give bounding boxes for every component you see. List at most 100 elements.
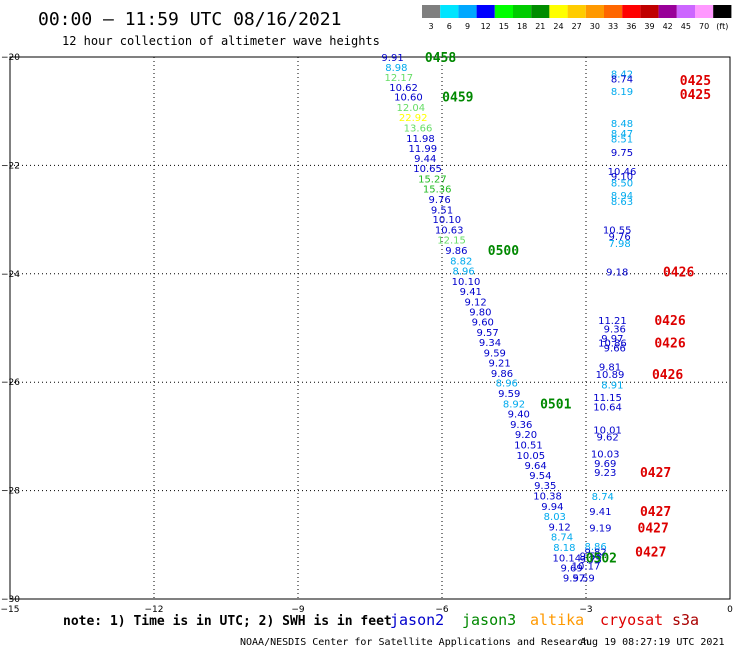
wave-height-label: 8.63 xyxy=(611,197,633,208)
time-label: 0501 xyxy=(540,397,571,412)
wave-height-label: 11.21 xyxy=(598,316,627,327)
wave-height-label: 9.18 xyxy=(606,268,628,279)
time-label: 0459 xyxy=(442,91,473,106)
axis-ticks: −15 −12 −9 −6 −3 0−20−22−24−26−28−30 xyxy=(1,53,734,615)
wave-height-label: 10.51 xyxy=(514,441,543,452)
colorbar-label: 30 xyxy=(590,22,600,31)
wave-height-label: 10.65 xyxy=(413,164,442,175)
colorbar-label: (ft) xyxy=(716,22,728,31)
wave-height-label: 10.10 xyxy=(452,277,481,288)
wave-height-label: 8.98 xyxy=(385,63,407,74)
wave-height-label: 8.50 xyxy=(611,179,633,190)
wave-height-label: 12.15 xyxy=(437,236,466,247)
colorbar-swatch xyxy=(676,5,695,18)
wave-height-label: 9.57 xyxy=(563,573,585,584)
wave-height-label: 10.01 xyxy=(593,425,622,436)
colorbar-label: 6 xyxy=(447,22,452,31)
wave-height-label: 9.76 xyxy=(428,195,450,206)
wave-height-label: 9.75 xyxy=(580,555,602,566)
wave-height-label: 9.64 xyxy=(524,461,546,472)
wave-height-label: 9.75 xyxy=(611,148,633,159)
colorbar-swatch xyxy=(476,5,495,18)
wave-height-label: 8.94 xyxy=(611,191,633,202)
wave-height-label: 8.74 xyxy=(592,492,614,503)
time-label: 0427 xyxy=(640,505,671,520)
wave-height-label: 8.42 xyxy=(611,69,633,80)
wave-height-label: 11.98 xyxy=(406,134,435,145)
colorbar-swatch xyxy=(622,5,641,18)
chart-title: 00:00 – 11:59 UTC 08/16/2021 xyxy=(38,9,341,30)
legend-cryosat: cryosat xyxy=(600,611,663,629)
wave-height-label: 9.91 xyxy=(381,53,403,64)
wave-height-label: 8.48 xyxy=(611,119,633,130)
time-label: 0502 xyxy=(586,551,617,566)
colorbar-label: 9 xyxy=(465,22,470,31)
wave-height-label: 9.54 xyxy=(529,471,551,482)
chart-subtitle: 12 hour collection of altimeter wave hei… xyxy=(62,34,380,48)
wave-height-label: 9.20 xyxy=(515,430,537,441)
wave-height-label: 11.15 xyxy=(593,393,622,404)
wave-height-label: 10.17 xyxy=(572,561,601,572)
colorbar-label: 21 xyxy=(535,22,545,31)
colorbar-label: 12 xyxy=(481,22,491,31)
wave-height-label: 15.36 xyxy=(423,185,452,196)
wave-height-label: 9.35 xyxy=(534,481,556,492)
time-label: 0427 xyxy=(638,521,669,536)
colorbar-swatch xyxy=(440,5,459,18)
wave-height-label: 8.74 xyxy=(611,75,633,86)
wave-height-label: 9.76 xyxy=(608,232,630,243)
colorbar-label: 45 xyxy=(681,22,691,31)
plot-frame xyxy=(9,56,731,600)
time-label: 0426 xyxy=(663,266,694,281)
time-label: 0427 xyxy=(640,466,671,481)
wave-height-label: 9.59 xyxy=(498,389,520,400)
colorbar-swatch xyxy=(604,5,623,18)
colorbar-swatch xyxy=(567,5,586,18)
wave-height-label: 10.46 xyxy=(608,167,637,178)
x-tick-label: −15 xyxy=(1,605,20,615)
wave-height-label: 8.74 xyxy=(551,533,573,544)
wave-height-label: 11.99 xyxy=(408,144,437,155)
colorbar-label: 42 xyxy=(663,22,673,31)
wave-height-label: 10.14 xyxy=(552,553,581,564)
y-tick-label: −22 xyxy=(1,161,20,171)
wave-height-label: 10.89 xyxy=(596,370,625,381)
data-labels: 9.918.9812.1710.6210.6012.0422.9213.6611… xyxy=(381,53,636,584)
wave-height-label: 9.59 xyxy=(572,573,594,584)
wave-height-label: 8.47 xyxy=(611,129,633,140)
wave-height-label: 10.86 xyxy=(598,339,627,350)
colorbar-swatch xyxy=(695,5,714,18)
wave-height-label: 10.38 xyxy=(533,491,562,502)
wave-height-label: 9.86 xyxy=(445,246,467,257)
legend-s3a: s3a xyxy=(672,611,699,629)
wave-height-label: 10.64 xyxy=(593,403,622,414)
wave-height-label: 10.62 xyxy=(389,83,418,94)
wave-height-label: 8.18 xyxy=(553,543,575,554)
wave-height-label: 8.96 xyxy=(496,379,518,390)
wave-height-label: 9.81 xyxy=(599,362,621,373)
legend-jason3: jason3 xyxy=(462,611,516,629)
time-label: 0458 xyxy=(425,51,456,66)
time-label: 0500 xyxy=(488,244,519,259)
time-label: 0425 xyxy=(680,74,711,89)
wave-height-label: 9.62 xyxy=(596,432,618,443)
time-label: 0426 xyxy=(654,314,685,329)
wave-height-label: 9.41 xyxy=(589,507,611,518)
colorbar-label: 15 xyxy=(499,22,509,31)
footer-credit: NOAA/NESDIS Center for Satellite Applica… xyxy=(240,637,589,648)
wave-height-label: 9.69 xyxy=(594,459,616,470)
y-tick-label: −26 xyxy=(1,378,20,388)
colorbar-swatch xyxy=(549,5,568,18)
colorbar-label: 33 xyxy=(608,22,618,31)
wave-height-label: 9.80 xyxy=(469,308,491,319)
colorbar-swatch xyxy=(585,5,604,18)
wave-height-label: 9.23 xyxy=(594,468,616,479)
wave-height-label: 8.86 xyxy=(584,542,606,553)
time-label: 0427 xyxy=(635,545,666,560)
colorbar-swatch xyxy=(713,5,732,18)
colorbar-swatch xyxy=(658,5,677,18)
colorbar-label: 70 xyxy=(699,22,709,31)
wave-height-label: 22.92 xyxy=(399,113,428,124)
